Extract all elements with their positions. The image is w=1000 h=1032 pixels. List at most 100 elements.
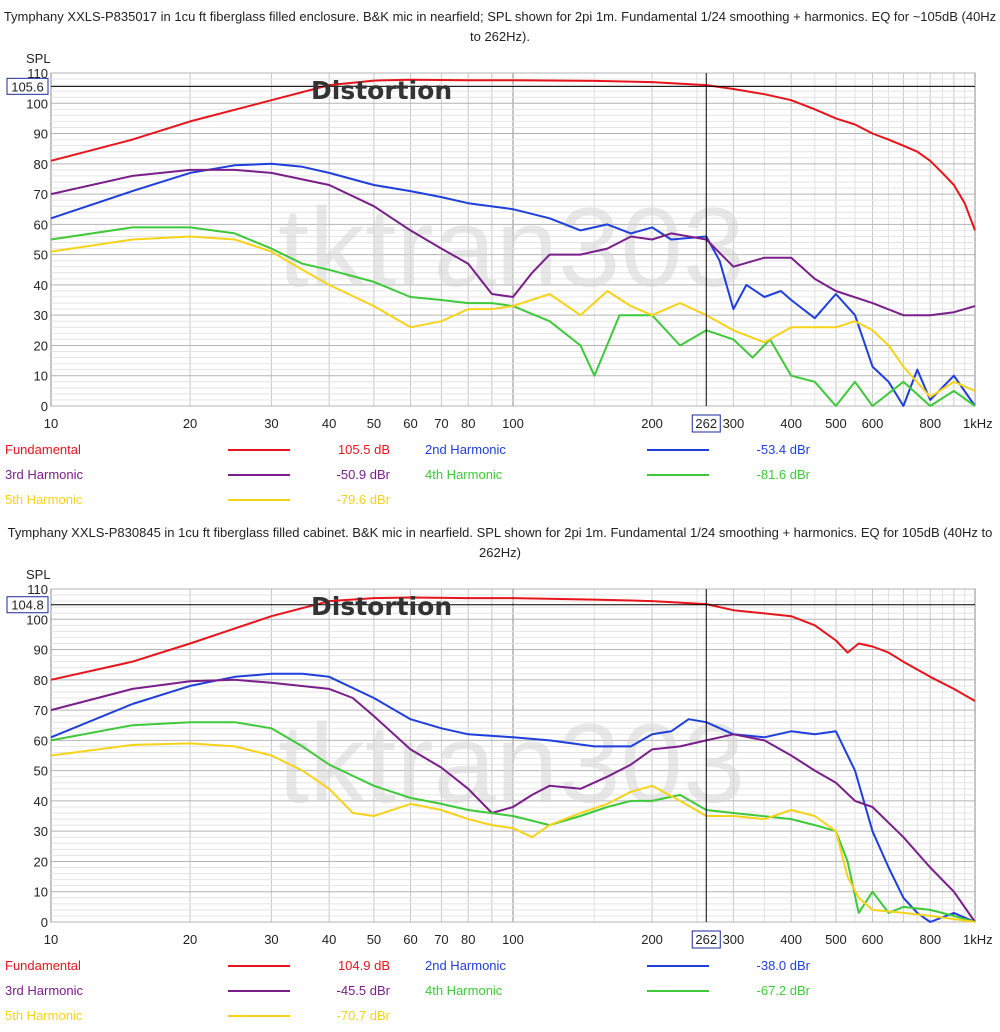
y-tick-label: 10 <box>34 369 48 384</box>
x-tick-label: 800 <box>919 416 941 431</box>
x-tick-label: 100 <box>502 416 524 431</box>
series-line-4th-harmonic <box>50 721 976 923</box>
series-line-3rd-harmonic <box>50 168 976 317</box>
x-tick-label: 60 <box>403 416 417 431</box>
legend-name: 4th Harmonic <box>425 467 503 482</box>
y-tick-label: 20 <box>34 854 48 869</box>
legend-name: Fundamental <box>5 958 81 973</box>
legend-name: 3rd Harmonic <box>5 983 84 998</box>
legend-value: -38.0 dBr <box>757 958 811 973</box>
grid-lines <box>50 588 975 923</box>
x-tick-label: 20 <box>183 416 197 431</box>
cursor: 105.6 262 <box>6 73 975 433</box>
legend-name: 4th Harmonic <box>425 983 503 998</box>
cursor: 104.8 262 <box>6 589 975 949</box>
y-tick-label: 60 <box>34 217 48 232</box>
y-tick-label: 60 <box>34 733 48 748</box>
y-tick-label: 70 <box>34 187 48 202</box>
legend-name: 5th Harmonic <box>5 492 83 507</box>
legend-name: Fundamental <box>5 442 81 457</box>
cursor-y-label: 105.6 <box>11 79 44 94</box>
legend-value: -67.2 dBr <box>757 983 811 998</box>
legend-name: 3rd Harmonic <box>5 467 84 482</box>
series-line-5th-harmonic <box>50 742 976 923</box>
x-tick-label: 40 <box>322 416 336 431</box>
x-tick-label: 10 <box>44 416 58 431</box>
watermark-text: tktran303 <box>278 185 745 310</box>
legend: Fundamental 104.9 dB 2nd Harmonic -38.0 dBr… <box>5 958 811 1023</box>
series-group <box>50 78 976 407</box>
x-tick-label: 1kHz <box>963 416 993 431</box>
cursor-y-box <box>6 77 49 95</box>
legend: Fundamental 105.5 dB 2nd Harmonic -53.4 dBr… <box>5 442 811 507</box>
x-axis: 10 20 30 40 50 60 70 80 100 200 300 400 500 600 800 1kH… <box>44 416 993 431</box>
x-tick-label: 400 <box>780 932 802 947</box>
x-axis: 10 20 30 40 50 60 70 80 100 200 300 400 500 600 800 1kH… <box>44 932 993 947</box>
chart-title: Tymphany XXLS-P830845 in 1cu ft fibergla… <box>7 525 993 560</box>
legend-value: -70.7 dBr <box>337 1008 391 1023</box>
cursor-x-box <box>691 414 721 433</box>
y-tick-label: 70 <box>34 703 48 718</box>
x-tick-label: 30 <box>264 416 278 431</box>
y-tick-label: 0 <box>41 399 48 414</box>
cursor-x-label: 262 <box>695 932 717 947</box>
x-tick-label: 70 <box>434 416 448 431</box>
legend-value: -81.6 dBr <box>757 467 811 482</box>
x-tick-label: 80 <box>461 416 475 431</box>
x-tick-label: 20 <box>183 932 197 947</box>
x-tick-label: 500 <box>825 932 847 947</box>
cursor-y-box <box>6 596 49 614</box>
chart-title: Tymphany XXLS-P835017 in 1cu ft fibergla… <box>3 9 997 44</box>
y-tick-label: 100 <box>26 96 48 111</box>
y-axis-label: SPL <box>26 51 51 66</box>
legend-value: -53.4 dBr <box>757 442 811 457</box>
legend-name: 2nd Harmonic <box>425 958 506 973</box>
x-tick-label: 30 <box>264 932 278 947</box>
cursor-x-label: 262 <box>695 416 717 431</box>
distortion-annotation: Distortion <box>311 76 452 105</box>
y-tick-label: 30 <box>34 308 48 323</box>
series-line-5th-harmonic <box>50 235 976 398</box>
y-tick-label: 30 <box>34 824 48 839</box>
legend-value: -79.6 dBr <box>337 492 391 507</box>
x-tick-label: 300 <box>723 416 745 431</box>
cursor-x-box <box>691 930 721 949</box>
y-tick-label: 20 <box>34 338 48 353</box>
x-tick-label: 600 <box>862 416 884 431</box>
x-tick-label: 500 <box>825 416 847 431</box>
x-tick-label: 50 <box>367 416 381 431</box>
y-tick-label: 100 <box>26 612 48 627</box>
x-tick-label: 200 <box>641 416 663 431</box>
x-tick-label: 100 <box>502 932 524 947</box>
series-line-3rd-harmonic <box>50 678 976 923</box>
y-tick-label: 90 <box>34 127 48 142</box>
legend-name: 5th Harmonic <box>5 1008 83 1023</box>
series-line-2nd-harmonic <box>50 162 976 407</box>
series-group <box>50 596 976 923</box>
legend-value: 104.9 dB <box>338 958 390 973</box>
series-line-fundamental <box>50 78 976 231</box>
chart-panel-bottom: Tymphany XXLS-P830845 in 1cu ft fibergla… <box>0 516 1000 1032</box>
y-tick-label: 0 <box>41 915 48 930</box>
x-tick-label: 60 <box>403 932 417 947</box>
y-tick-label: 80 <box>34 673 48 688</box>
y-tick-label: 50 <box>34 248 48 263</box>
x-tick-label: 1kHz <box>963 932 993 947</box>
x-tick-label: 80 <box>461 932 475 947</box>
distortion-annotation: Distortion <box>311 592 452 621</box>
x-tick-label: 600 <box>862 932 884 947</box>
y-tick-label: 90 <box>34 643 48 658</box>
x-tick-label: 200 <box>641 932 663 947</box>
legend-name: 2nd Harmonic <box>425 442 506 457</box>
y-tick-label: 110 <box>27 582 48 597</box>
y-tick-label: 110 <box>27 66 48 81</box>
y-tick-label: 10 <box>34 885 48 900</box>
series-line-2nd-harmonic <box>50 672 976 923</box>
y-tick-label: 40 <box>34 278 48 293</box>
watermark-text: tktran303 <box>278 701 745 826</box>
series-line-fundamental <box>50 596 976 702</box>
